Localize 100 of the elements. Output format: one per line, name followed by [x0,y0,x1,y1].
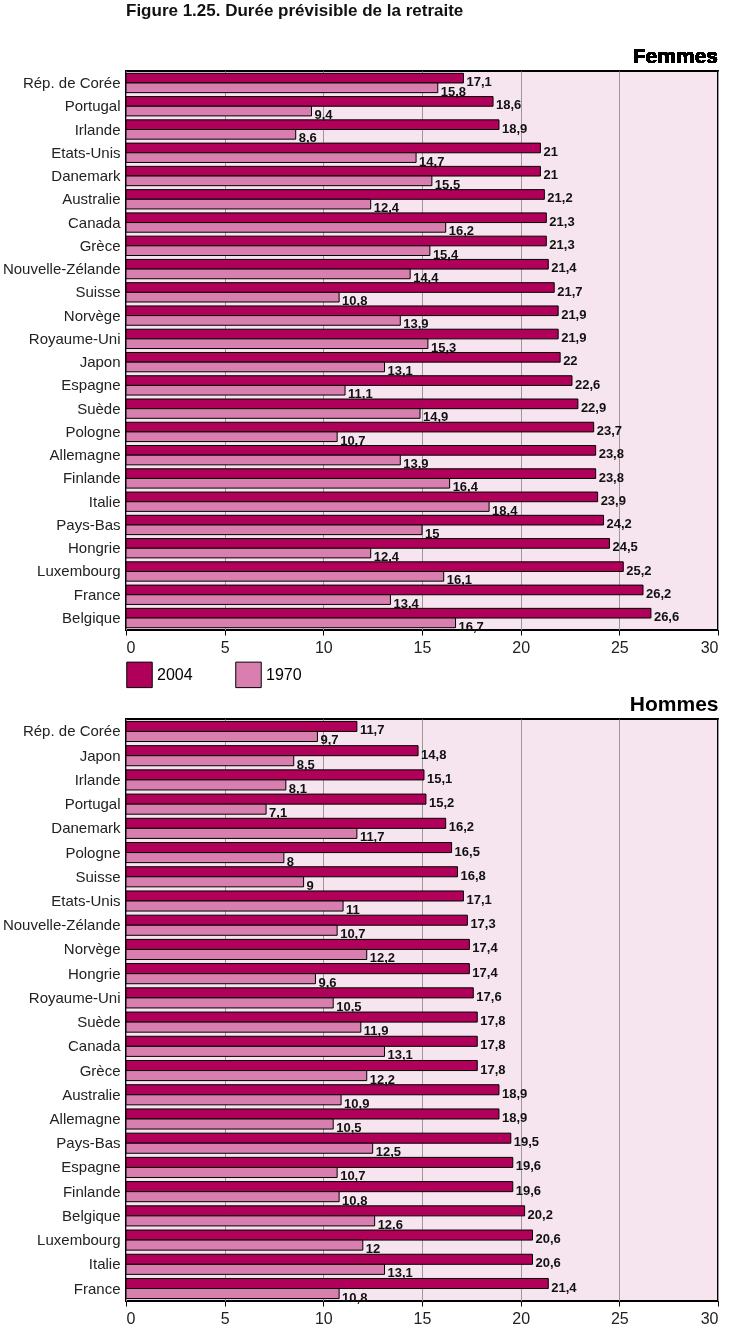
legend-label: 2004 [157,665,193,683]
y-tick-label: Nouvelle-Zélande [2,916,121,934]
y-tick-label: Irlande [74,120,121,138]
x-tick-label: 10 [314,1309,333,1327]
data-label: 13,1 [387,1265,413,1281]
x-tick-label: 10 [314,638,333,656]
chart-title: Figure 1.25. Durée prévisible de la retraite [126,1,464,20]
data-label: 15 [425,525,440,541]
data-label: 7,1 [269,805,288,821]
y-tick-label: Hongrie [67,964,121,982]
data-label: 18,4 [492,502,519,518]
data-label: 12 [365,1241,381,1257]
data-label: 11 [346,902,360,918]
y-tick-label: Belgique [62,1206,121,1224]
data-label: 17,4 [472,964,499,980]
data-label: 8,1 [288,780,307,796]
y-tick-label: Suisse [75,283,121,301]
data-label: 19,6 [515,1158,542,1174]
data-label: 9 [306,877,314,893]
y-tick-label: Rép. de Corée [22,722,121,740]
y-tick-label: Suisse [75,867,121,885]
data-label: 13,9 [403,316,429,332]
data-label: 15,3 [430,339,457,355]
data-label: 17,1 [466,891,492,907]
data-label: 21,9 [561,306,587,322]
data-label: 18,9 [501,1109,528,1125]
y-tick-label: Etats-Unis [51,143,121,161]
y-tick-label: Canada [67,1037,122,1055]
data-label: 20,6 [535,1231,561,1247]
y-tick-label: Italie [88,1255,121,1273]
x-tick-label: 0 [126,1309,136,1327]
y-tick-label: Allemagne [49,446,121,464]
data-label: 10,9 [344,1095,370,1111]
data-label: 17,1 [466,74,492,90]
data-label: 16,8 [460,867,486,883]
data-label: 9,4 [314,107,334,123]
y-tick-label: Norvège [63,940,121,958]
y-tick-label: Danemark [51,819,121,837]
x-tick-label: 5 [220,638,230,656]
data-label: 18,9 [501,120,528,136]
x-tick-label: 30 [700,1309,719,1327]
data-label: 21,4 [551,1279,578,1295]
data-label: 10,5 [336,998,362,1014]
x-tick-label: 0 [126,638,136,656]
data-label: 21,9 [561,330,587,346]
data-label: 24,2 [606,516,632,532]
data-label: 16,2 [448,223,474,239]
y-tick-label: Espagne [61,1158,121,1176]
data-label: 20,2 [527,1206,553,1222]
data-label: 21,7 [557,283,583,299]
data-label: 26,2 [646,585,672,601]
data-label: 17,6 [476,988,502,1004]
data-label: 23,8 [598,469,624,485]
x-tick-label: 25 [610,638,629,656]
data-label: 9,6 [318,974,337,990]
y-tick-label: Nouvelle-Zélande [2,260,121,278]
data-label: 20,6 [535,1255,561,1271]
data-label: 17,8 [480,1061,506,1077]
data-label: 12,2 [369,1071,396,1087]
data-label: 13,1 [387,1047,413,1063]
data-label: 18,9 [501,1085,528,1101]
y-tick-label: Hongrie [67,539,121,557]
data-label: 10,8 [342,1192,368,1208]
data-label: 14,8 [421,746,447,762]
data-label: 15,4 [432,246,459,262]
y-tick-label: Australie [62,1085,121,1103]
data-label: 15,2 [428,795,455,811]
y-tick-label: Suède [77,1013,121,1031]
data-label: 21,3 [549,213,575,229]
data-label: 21 [543,167,558,183]
y-tick-label: Pologne [65,843,121,861]
y-tick-label: Danemark [51,167,121,185]
data-label: 15,5 [434,176,461,192]
legend-label: 1970 [266,665,302,683]
data-label: 15,1 [426,770,453,786]
data-label: 8,6 [298,130,317,146]
data-label: 18,6 [496,97,522,113]
data-label: 10,7 [340,432,366,448]
y-tick-label: Suède [77,399,121,417]
data-label: 11,9 [363,1023,389,1039]
y-tick-label: Royaume-Uni [28,988,121,1006]
data-label: 12,4 [373,200,400,216]
data-label: 13,9 [403,456,429,472]
data-label: 26,6 [653,609,680,625]
y-tick-label: Pays-Bas [56,515,121,533]
y-tick-label: Grèce [79,236,121,254]
data-label: 22 [563,353,578,369]
y-tick-label: Royaume-Uni [28,329,121,347]
y-tick-label: Pologne [65,422,121,440]
y-tick-label: Etats-Unis [51,892,121,910]
data-label: 10,8 [342,293,368,309]
y-tick-label: Rép. de Corée [22,73,121,91]
data-label: 21,3 [549,236,575,252]
y-tick-label: Allemagne [49,1109,121,1127]
chart-title: Hommes [629,692,719,715]
data-label: 24,5 [612,539,638,555]
data-label: 23,8 [598,446,624,462]
data-label: 10,7 [340,1168,366,1184]
data-label: 15,8 [440,83,467,99]
data-label: 17,4 [472,940,499,956]
